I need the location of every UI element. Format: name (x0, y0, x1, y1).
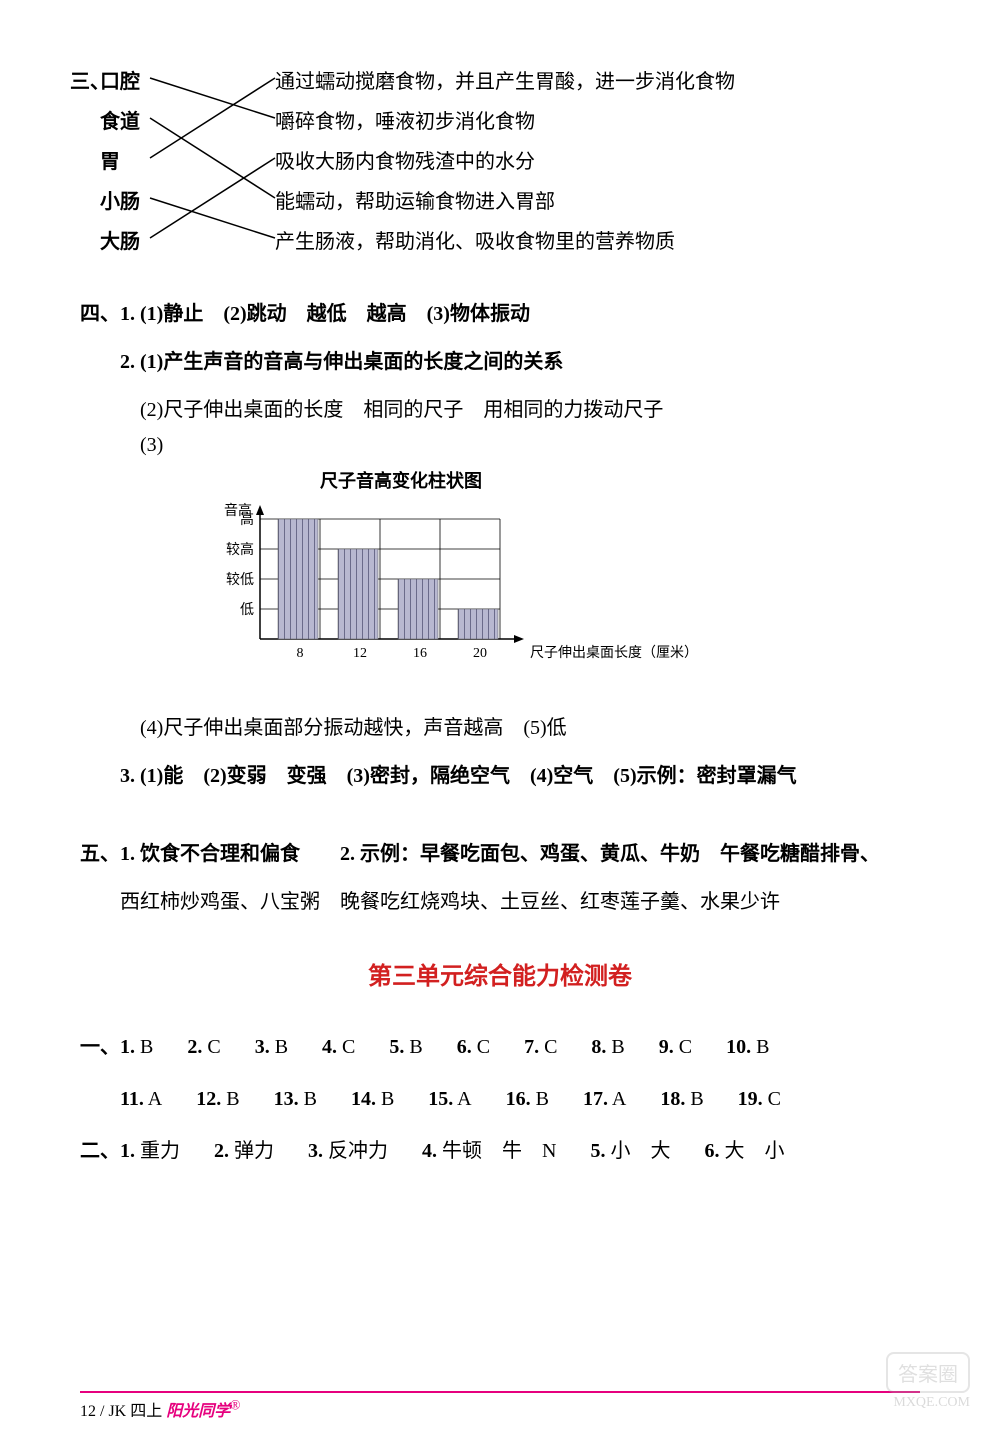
matching-diagram: 三、 口腔 食道 胃 小肠 大肠 通过蠕动搅磨食物，并且产生胃酸，进一步消化食物… (80, 60, 920, 260)
answers-1-row2: 11. A 12. B 13. B 14. B 15. A 16. B 17. A 18. B… (80, 1073, 920, 1125)
answer-item: 4. 牛顿 牛 N (422, 1125, 556, 1177)
svg-text:20: 20 (473, 646, 487, 661)
svg-text:12: 12 (353, 646, 367, 661)
svg-text:高: 高 (240, 511, 254, 528)
chart-title: 尺子音高变化柱状图 (320, 467, 920, 493)
match-right-0: 通过蠕动搅磨食物，并且产生胃酸，进一步消化食物 (275, 65, 735, 94)
answers-2-label: 二、 (80, 1140, 120, 1162)
q5-line1: 1. 饮食不合理和偏食 2. 示例：早餐吃面包、鸡蛋、黄瓜、牛奶 午餐吃糖醋排骨… (120, 843, 880, 865)
answer-item: 1. 重力 (120, 1125, 180, 1177)
q4-2-2: (2)尺子伸出桌面的长度 相同的尺子 用相同的力拨动尺子 (140, 399, 663, 421)
unit-title: 第三单元综合能力检测卷 (80, 956, 920, 991)
bar-chart: 尺子音高变化柱状图 音高低较低较高高8121620尺子伸出桌面长度（厘米） (200, 467, 920, 684)
answer-item: 17. A (583, 1073, 626, 1125)
match-right-2: 吸收大肠内食物残渣中的水分 (275, 145, 535, 174)
answer-item: 4. C (322, 1021, 355, 1073)
svg-text:16: 16 (413, 646, 427, 661)
svg-text:尺子伸出桌面长度（厘米）: 尺子伸出桌面长度（厘米） (530, 645, 698, 661)
answers-1-label: 一、 (80, 1036, 120, 1058)
matching-lines (80, 60, 280, 250)
q4-2-1: 2. (1)产生声音的音高与伸出桌面的长度之间的关系 (120, 351, 563, 373)
answer-item: 8. B (591, 1021, 624, 1073)
answer-item: 3. 反冲力 (308, 1125, 388, 1177)
match-right-3: 能蠕动，帮助运输食物进入胃部 (275, 185, 555, 214)
answer-item: 13. B (274, 1073, 317, 1125)
page-footer: 12 / JK 四上 阳光同学® (80, 1391, 920, 1421)
answer-item: 5. 小 大 (590, 1125, 670, 1177)
answers-2-row: 二、1. 重力 2. 弹力 3. 反冲力 4. 牛顿 牛 N 5. 小 大 6. 大 小 (80, 1125, 920, 1177)
q4-2-3-label: (3) (140, 434, 163, 456)
answer-item: 11. A (120, 1073, 162, 1125)
answer-item: 3. B (255, 1021, 288, 1073)
answer-item: 14. B (351, 1073, 394, 1125)
svg-text:较高: 较高 (226, 541, 254, 558)
watermark-box: 答案圈 (886, 1352, 970, 1393)
q4-2-4: (4)尺子伸出桌面部分振动越快，声音越高 (5)低 (140, 717, 567, 739)
section-3: 三、 口腔 食道 胃 小肠 大肠 通过蠕动搅磨食物，并且产生胃酸，进一步消化食物… (80, 60, 920, 260)
section-5: 五、1. 饮食不合理和偏食 2. 示例：早餐吃面包、鸡蛋、黄瓜、牛奶 午餐吃糖醋… (80, 830, 920, 926)
section-5-label: 五、 (80, 843, 120, 865)
section-4-label: 四、 (80, 303, 120, 325)
q4-3: 3. (1)能 (2)变弱 变强 (3)密封，隔绝空气 (4)空气 (5)示例：… (120, 765, 797, 787)
svg-text:8: 8 (297, 646, 304, 661)
footer-brand: 阳光同学 (166, 1403, 230, 1420)
answer-item: 5. B (389, 1021, 422, 1073)
svg-text:较低: 较低 (226, 572, 254, 588)
answer-item: 2. C (187, 1021, 220, 1073)
answer-item: 15. A (428, 1073, 471, 1125)
match-right-1: 嚼碎食物，唾液初步消化食物 (275, 105, 535, 134)
answer-item: 9. C (659, 1021, 692, 1073)
answer-item: 7. C (524, 1021, 557, 1073)
chart-svg: 音高低较低较高高8121620尺子伸出桌面长度（厘米） (200, 499, 700, 679)
match-right-4: 产生肠液，帮助消化、吸收食物里的营养物质 (275, 225, 675, 254)
answer-item: 19. C (738, 1073, 781, 1125)
svg-text:低: 低 (240, 602, 254, 618)
footer-page: 12 / JK 四上 (80, 1403, 162, 1420)
answer-item: 12. B (196, 1073, 239, 1125)
q4-1: 1. (1)静止 (2)跳动 越低 越高 (3)物体振动 (120, 303, 530, 325)
section-4: 四、1. (1)静止 (2)跳动 越低 越高 (3)物体振动 2. (1)产生声… (80, 290, 920, 800)
q5-line2: 西红柿炒鸡蛋、八宝粥 晚餐吃红烧鸡块、土豆丝、红枣莲子羹、水果少许 (120, 891, 780, 913)
answer-item: 6. C (457, 1021, 490, 1073)
answer-item: 2. 弹力 (214, 1125, 274, 1177)
answer-item: 6. 大 小 (704, 1125, 784, 1177)
answers-1-row1: 一、1. B 2. C 3. B 4. C 5. B 6. C 7. C 8. B 9. C 10… (80, 1021, 920, 1073)
answer-item: 16. B (506, 1073, 549, 1125)
watermark-url: MXQE.COM (893, 1395, 970, 1410)
answer-item: 10. B (726, 1021, 769, 1073)
answer-item: 1. B (120, 1021, 153, 1073)
watermark: 答案圈 MXQE.COM (886, 1352, 970, 1411)
answer-item: 18. B (660, 1073, 703, 1125)
